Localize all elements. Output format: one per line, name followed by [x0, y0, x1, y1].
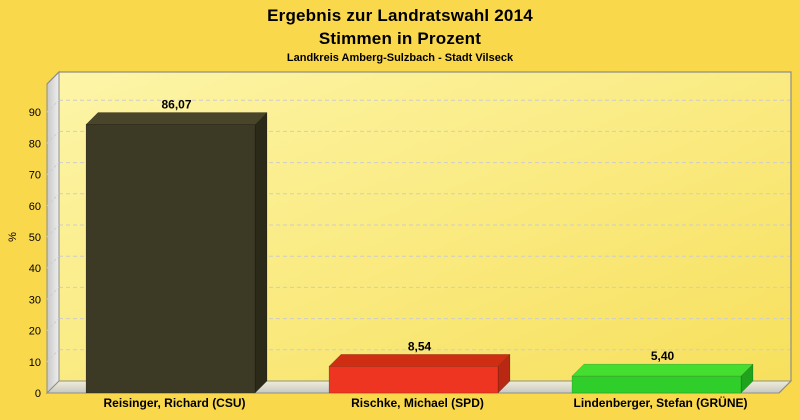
category-label: Reisinger, Richard (CSU) [103, 396, 245, 410]
y-tick-label: 30 [29, 294, 41, 306]
plot-left-wall [46, 70, 60, 395]
wall-grid-line [46, 318, 60, 331]
y-tick-label: 70 [29, 170, 41, 182]
bar-chart-3d: 0 10 20 30 40 50 60 70 80 90% 86,07 Reisinger, Rich… [7, 70, 793, 410]
bar-grüne [571, 363, 754, 394]
bar-front-face [85, 124, 256, 394]
chart-subtitle: Landkreis Amberg-Sulzbach - Stadt Vilsec… [286, 52, 514, 64]
bar-top-face [571, 363, 754, 377]
y-tick-label: 50 [29, 232, 41, 244]
bar-top-face [85, 112, 268, 125]
wall-grid-line [46, 162, 60, 175]
bar-spd [328, 353, 511, 394]
bar-front-face [328, 366, 499, 394]
y-tick-label: 20 [29, 326, 41, 338]
wall-grid-line [46, 287, 60, 300]
wall-grid-line [46, 131, 60, 144]
chart-title-line2: Stimmen in Prozent [318, 29, 482, 48]
category-label: Rischke, Michael (SPD) [351, 396, 484, 410]
wall-grid-line [46, 255, 60, 269]
plot-frame [46, 71, 792, 394]
wall-grid-line [46, 224, 60, 238]
bar-side-face [254, 111, 268, 394]
bar-value-label: 86,07 [161, 97, 191, 111]
y-tick-label: 60 [29, 201, 41, 213]
chart-title-line1: Ergebnis zur Landratswahl 2014 [267, 6, 533, 25]
wall-grid-line [46, 193, 60, 207]
chart-header: Ergebnis zur Landratswahl 2014 Stimmen i… [0, 0, 800, 65]
bar-front-face [571, 375, 742, 394]
bar-value-label: 5,40 [651, 349, 675, 363]
y-tick-label: 90 [29, 107, 41, 119]
wall-grid-line [46, 349, 60, 363]
y-tick-label: 80 [29, 138, 41, 150]
category-label: Lindenberger, Stefan (GRÜNE) [573, 395, 747, 410]
wall-grid-line [46, 99, 60, 113]
bar-value-label: 8,54 [408, 339, 432, 353]
y-tick-label: 40 [29, 263, 41, 275]
bar-top-face [328, 354, 511, 367]
bar-csu [85, 111, 268, 394]
y-tick-label: 0 [35, 388, 41, 400]
y-tick-label: 10 [29, 357, 41, 369]
y-axis-label: % [7, 232, 19, 242]
